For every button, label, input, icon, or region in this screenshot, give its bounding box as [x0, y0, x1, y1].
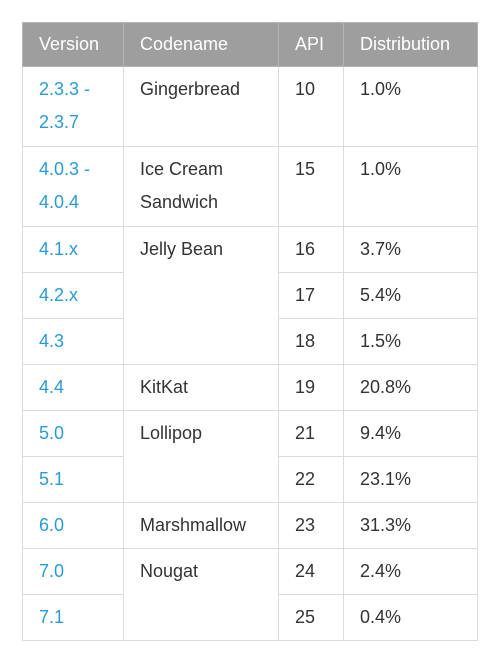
- codename-cell: Nougat: [123, 548, 279, 641]
- distribution-cell: 1.5%: [343, 318, 478, 365]
- codename-cell: Lollipop: [123, 410, 279, 503]
- header-api: API: [278, 22, 344, 67]
- header-distribution: Distribution: [343, 22, 478, 67]
- api-cell: 25: [278, 594, 344, 641]
- version-link[interactable]: 7.0: [22, 548, 124, 595]
- codename-cell: Ice Cream Sandwich: [123, 146, 279, 227]
- version-link[interactable]: 5.0: [22, 410, 124, 457]
- version-link[interactable]: 4.0.3 - 4.0.4: [22, 146, 124, 227]
- distribution-table: Version Codename API Distribution 2.3.3 …: [22, 22, 478, 641]
- api-cell: 17: [278, 272, 344, 319]
- version-link[interactable]: 2.3.3 - 2.3.7: [22, 66, 124, 147]
- version-link[interactable]: 4.4: [22, 364, 124, 411]
- codename-cell: KitKat: [123, 364, 279, 411]
- api-cell: 23: [278, 502, 344, 549]
- table-row: 4.2.x 17 5.4%: [22, 272, 478, 319]
- table-row: 5.1 22 23.1%: [22, 456, 478, 503]
- distribution-cell: 23.1%: [343, 456, 478, 503]
- table-row: 7.1 25 0.4%: [22, 594, 478, 641]
- header-version: Version: [22, 22, 124, 67]
- table-row: 5.0 Lollipop 21 9.4%: [22, 410, 478, 503]
- api-cell: 18: [278, 318, 344, 365]
- version-link[interactable]: 4.1.x: [22, 226, 124, 273]
- header-codename: Codename: [123, 22, 279, 67]
- api-cell: 15: [278, 146, 344, 227]
- distribution-cell: 1.0%: [343, 146, 478, 227]
- table-row: 4.1.x Jelly Bean 16 3.7%: [22, 226, 478, 365]
- table-row: 7.0 Nougat 24 2.4%: [22, 548, 478, 641]
- table-header-row: Version Codename API Distribution: [22, 22, 478, 67]
- table-row: 6.0 Marshmallow 23 31.3%: [22, 502, 478, 549]
- distribution-cell: 31.3%: [343, 502, 478, 549]
- version-link[interactable]: 4.3: [22, 318, 124, 365]
- distribution-cell: 3.7%: [343, 226, 478, 273]
- api-cell: 21: [278, 410, 344, 457]
- distribution-cell: 20.8%: [343, 364, 478, 411]
- version-link[interactable]: 7.1: [22, 594, 124, 641]
- distribution-cell: 1.0%: [343, 66, 478, 147]
- distribution-cell: 9.4%: [343, 410, 478, 457]
- table-row: 4.0.3 - 4.0.4 Ice Cream Sandwich 15 1.0%: [22, 146, 478, 227]
- table-row: 4.3 18 1.5%: [22, 318, 478, 365]
- api-cell: 24: [278, 548, 344, 595]
- codename-cell: Jelly Bean: [123, 226, 279, 365]
- table-row: 4.4 KitKat 19 20.8%: [22, 364, 478, 411]
- table-row: 2.3.3 - 2.3.7 Gingerbread 10 1.0%: [22, 66, 478, 147]
- api-cell: 22: [278, 456, 344, 503]
- api-cell: 10: [278, 66, 344, 147]
- codename-cell: Gingerbread: [123, 66, 279, 147]
- distribution-cell: 5.4%: [343, 272, 478, 319]
- api-cell: 19: [278, 364, 344, 411]
- api-cell: 16: [278, 226, 344, 273]
- distribution-cell: 0.4%: [343, 594, 478, 641]
- version-link[interactable]: 4.2.x: [22, 272, 124, 319]
- codename-cell: Marshmallow: [123, 502, 279, 549]
- version-link[interactable]: 5.1: [22, 456, 124, 503]
- version-link[interactable]: 6.0: [22, 502, 124, 549]
- distribution-cell: 2.4%: [343, 548, 478, 595]
